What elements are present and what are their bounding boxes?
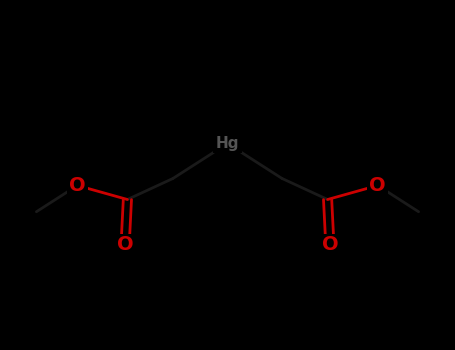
Text: O: O xyxy=(369,176,386,195)
Text: O: O xyxy=(322,236,338,254)
Text: Hg: Hg xyxy=(216,136,239,151)
Text: O: O xyxy=(117,236,133,254)
Text: O: O xyxy=(69,176,86,195)
